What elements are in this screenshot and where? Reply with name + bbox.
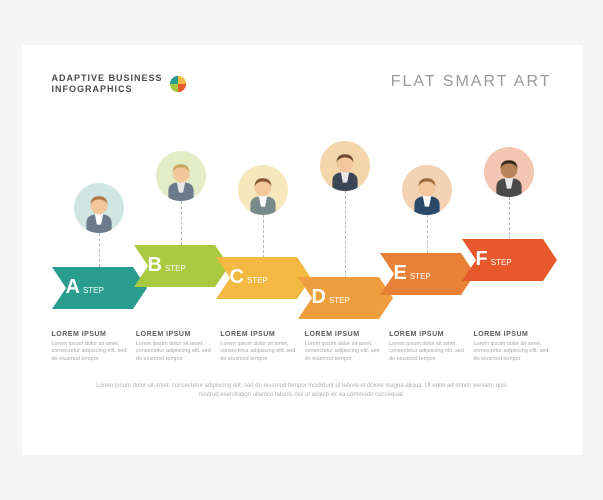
infographic-canvas: ADAPTIVE BUSINESS INFOGRAPHICS FLAT SMAR… <box>22 45 582 455</box>
caption-body: Lorem ipsum dolor sit amet, consectetur … <box>220 341 298 364</box>
person-icon <box>488 155 530 197</box>
step-letter: E <box>394 262 407 285</box>
caption-title: LOREM IPSUM <box>220 331 298 338</box>
step-letter: F <box>476 248 488 271</box>
caption-title: LOREM IPSUM <box>136 331 214 338</box>
step-word: STEP <box>83 286 104 295</box>
person-icon <box>324 149 366 191</box>
person-icon <box>242 173 284 215</box>
avatar <box>320 141 370 191</box>
step-e: E STEP <box>380 113 475 323</box>
avatar <box>484 147 534 197</box>
arrow-step: C STEP <box>216 257 311 299</box>
brand-line1: ADAPTIVE BUSINESS <box>52 73 163 84</box>
arrow-step: A STEP <box>52 267 147 309</box>
caption-block: LOREM IPSUM Lorem ipsum dolor sit amet, … <box>389 331 467 364</box>
brand-logo-icon <box>169 75 187 93</box>
caption-title: LOREM IPSUM <box>52 331 130 338</box>
step-word: STEP <box>410 272 431 281</box>
caption-block: LOREM IPSUM Lorem ipsum dolor sit amet, … <box>305 331 383 364</box>
person-icon <box>78 191 120 233</box>
step-word: STEP <box>165 264 186 273</box>
avatar <box>74 183 124 233</box>
caption-block: LOREM IPSUM Lorem ipsum dolor sit amet, … <box>220 331 298 364</box>
step-word: STEP <box>247 276 268 285</box>
arrow-step: D STEP <box>298 277 393 319</box>
step-c: C STEP <box>216 113 311 323</box>
caption-title: LOREM IPSUM <box>305 331 383 338</box>
caption-body: Lorem ipsum dolor sit amet, consectetur … <box>389 341 467 364</box>
caption-block: LOREM IPSUM Lorem ipsum dolor sit amet, … <box>473 331 551 364</box>
caption-body: Lorem ipsum dolor sit amet, consectetur … <box>305 341 383 364</box>
caption-block: LOREM IPSUM Lorem ipsum dolor sit amet, … <box>52 331 130 364</box>
step-letter: C <box>230 266 244 289</box>
step-b: B STEP <box>134 113 229 323</box>
step-letter: B <box>148 254 162 277</box>
process-chart: A STEP B STEP C STEP D STEP <box>52 113 552 323</box>
footer-text: Lorem ipsum dolor sit amet, consectetur … <box>52 382 552 400</box>
arrow-step: B STEP <box>134 245 229 287</box>
step-f: F STEP <box>462 113 557 323</box>
avatar <box>156 151 206 201</box>
captions-row: LOREM IPSUM Lorem ipsum dolor sit amet, … <box>52 331 552 364</box>
person-icon <box>160 159 202 201</box>
step-a: A STEP <box>52 113 147 323</box>
step-letter: A <box>66 276 80 299</box>
caption-body: Lorem ipsum dolor sit amet, consectetur … <box>136 341 214 364</box>
arrow-step: F STEP <box>462 239 557 281</box>
step-word: STEP <box>491 258 512 267</box>
step-word: STEP <box>329 296 350 305</box>
header: ADAPTIVE BUSINESS INFOGRAPHICS FLAT SMAR… <box>52 73 552 95</box>
caption-body: Lorem ipsum dolor sit amet, consectetur … <box>473 341 551 364</box>
caption-block: LOREM IPSUM Lorem ipsum dolor sit amet, … <box>136 331 214 364</box>
avatar <box>238 165 288 215</box>
caption-body: Lorem ipsum dolor sit amet, consectetur … <box>52 341 130 364</box>
caption-title: LOREM IPSUM <box>389 331 467 338</box>
arrow-step: E STEP <box>380 253 475 295</box>
caption-title: LOREM IPSUM <box>473 331 551 338</box>
person-icon <box>406 173 448 215</box>
brand: ADAPTIVE BUSINESS INFOGRAPHICS <box>52 73 187 95</box>
page-title: FLAT SMART ART <box>391 73 552 91</box>
avatar <box>402 165 452 215</box>
step-letter: D <box>312 286 326 309</box>
brand-text: ADAPTIVE BUSINESS INFOGRAPHICS <box>52 73 163 95</box>
brand-line2: INFOGRAPHICS <box>52 84 163 95</box>
step-d: D STEP <box>298 113 393 323</box>
